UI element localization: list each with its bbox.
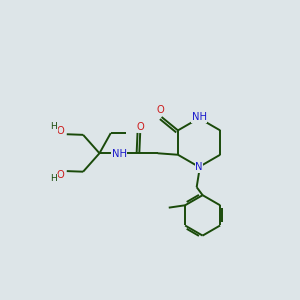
- Text: O: O: [156, 106, 164, 116]
- Text: NH: NH: [191, 112, 206, 122]
- Text: O: O: [56, 126, 64, 136]
- Text: NH: NH: [112, 148, 127, 159]
- Text: N: N: [195, 162, 203, 172]
- Text: O: O: [56, 170, 64, 180]
- Text: H: H: [50, 122, 57, 131]
- Text: H: H: [50, 174, 57, 183]
- Text: O: O: [136, 122, 144, 131]
